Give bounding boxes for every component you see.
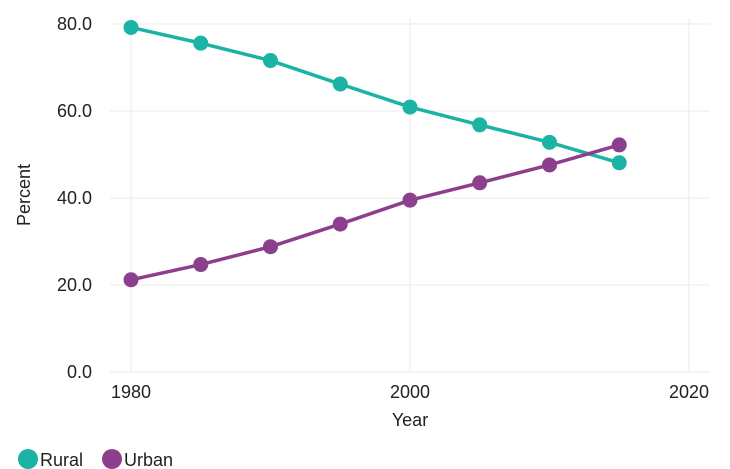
legend-item-urban: Urban xyxy=(102,449,173,469)
data-point-rural xyxy=(263,53,278,69)
data-point-rural xyxy=(332,76,348,92)
data-point-urban xyxy=(332,216,348,232)
data-point-rural xyxy=(123,19,139,35)
x-tick-label: 2000 xyxy=(390,382,430,402)
series-rural xyxy=(123,19,627,171)
y-axis-ticks: 0.0 20.0 40.0 60.0 80.0 xyxy=(57,14,92,382)
legend-label: Rural xyxy=(40,450,83,469)
series-line-rural xyxy=(129,25,621,165)
x-axis-ticks: 1980 2000 2020 xyxy=(111,382,709,402)
data-point-urban xyxy=(402,192,418,208)
data-point-urban xyxy=(472,175,488,191)
legend-swatch xyxy=(18,449,38,469)
series-line-urban xyxy=(129,143,621,282)
legend: Rural Urban xyxy=(18,449,173,469)
data-point-rural xyxy=(193,35,209,51)
data-point-urban xyxy=(193,257,209,273)
x-tick-label: 1980 xyxy=(111,382,151,402)
y-tick-label: 20.0 xyxy=(57,275,92,295)
y-tick-label: 60.0 xyxy=(57,101,92,121)
data-point-urban xyxy=(542,157,557,173)
data-point-urban xyxy=(123,272,139,288)
x-tick-label: 2020 xyxy=(669,382,709,402)
y-axis-title: Percent xyxy=(14,164,34,226)
data-point-rural xyxy=(402,99,418,115)
legend-item-rural: Rural xyxy=(18,449,83,469)
series-urban xyxy=(123,137,627,288)
series-group xyxy=(123,19,627,288)
legend-swatch xyxy=(102,449,122,469)
y-tick-label: 0.0 xyxy=(67,362,92,382)
y-tick-label: 40.0 xyxy=(57,188,92,208)
y-tick-label: 80.0 xyxy=(57,14,92,34)
x-axis-title: Year xyxy=(392,410,428,430)
legend-label: Urban xyxy=(124,450,173,469)
data-point-rural xyxy=(472,117,488,133)
data-point-urban xyxy=(611,137,627,153)
data-point-rural xyxy=(611,155,627,171)
data-point-urban xyxy=(263,239,278,255)
data-point-rural xyxy=(542,134,557,150)
